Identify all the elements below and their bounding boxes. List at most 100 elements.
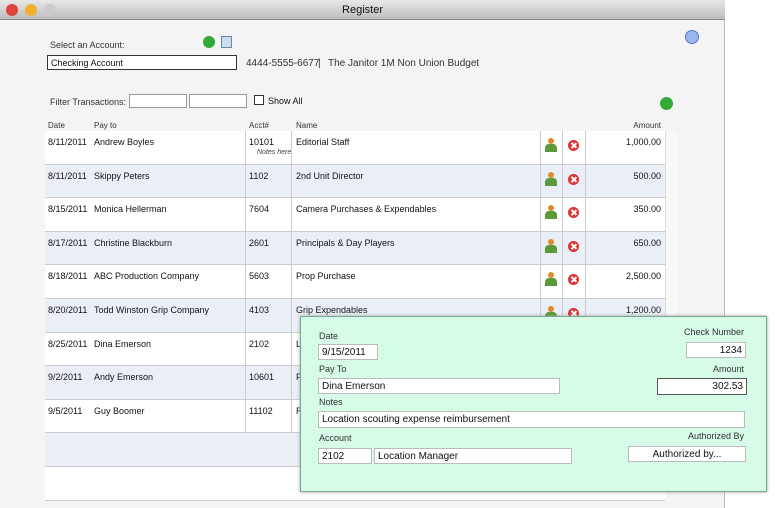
edit-person-icon[interactable] (545, 138, 557, 152)
acct: 10601 (249, 372, 275, 383)
edit-icon[interactable] (221, 36, 232, 48)
amount: 500.00 (633, 170, 661, 181)
cell-divider (585, 231, 586, 265)
amount: 350.00 (633, 204, 661, 215)
popup-account-name[interactable]: Location Manager (374, 448, 572, 464)
cell-divider (245, 131, 246, 164)
account-separator: | (318, 58, 321, 69)
icon-head (548, 171, 554, 178)
popup-date[interactable]: 9/15/2011 (318, 344, 378, 360)
column-header: Pay to (94, 121, 117, 130)
pay-to: Andrew Boyles (94, 137, 155, 147)
popup-notes[interactable]: Location scouting expense reimbursement (318, 411, 745, 428)
popup-pay-to-label: Pay To (319, 364, 347, 374)
popup-authorized-label: Authorized By (687, 431, 744, 441)
icon-body (545, 144, 557, 152)
delete-icon[interactable] (568, 207, 579, 219)
amount: 650.00 (633, 237, 661, 248)
name: Camera Purchases & Expendables (296, 204, 437, 215)
date: 8/11/2011 (48, 137, 87, 147)
acct: 5603 (249, 271, 270, 282)
cell-divider (585, 299, 586, 332)
date: 8/20/2011 (48, 305, 88, 315)
account-budget: The Janitor 1M Non Union Budget (328, 58, 480, 69)
close-button[interactable] (6, 4, 18, 16)
icon-head (548, 205, 554, 212)
minimize-button[interactable] (25, 4, 37, 16)
popup-amount[interactable]: 302.53 (657, 378, 747, 395)
info-icon[interactable] (685, 30, 699, 44)
edit-person-icon[interactable] (545, 171, 557, 186)
cell-divider (245, 366, 246, 399)
pay-to: ABC Production Company (94, 271, 200, 282)
filter-label: Filter Transactions: (50, 97, 127, 107)
name: L (296, 338, 302, 349)
date: 9/5/2011 (48, 405, 83, 416)
cell-divider (291, 198, 292, 231)
column-header: Name (296, 121, 318, 130)
cell-divider (245, 399, 246, 433)
column-header: Date (48, 121, 65, 130)
delete-icon[interactable] (568, 240, 579, 252)
show-all-checkbox[interactable] (254, 95, 264, 105)
cell-divider (291, 265, 292, 298)
icon-head (548, 138, 554, 144)
amount: 1,000.00 (625, 137, 661, 147)
pay-to: Dina Emerson (94, 338, 152, 349)
cell-divider (245, 265, 246, 298)
date: 8/25/2011 (48, 338, 88, 349)
add-transaction[interactable] (660, 97, 673, 110)
table-row[interactable]: 8/11/2011 Andrew Boyles 10101 Notes here Edi… (45, 131, 665, 165)
cell-divider (540, 198, 541, 231)
filter-field-2[interactable] (189, 94, 247, 108)
cell-divider (245, 231, 246, 265)
delete-icon[interactable] (568, 140, 579, 151)
cell-divider (291, 164, 292, 198)
popup-check[interactable]: 1234 (686, 342, 746, 358)
name: Grip Expendables (296, 305, 368, 315)
popup-date-label: Date (319, 331, 339, 341)
title-bar: Register (0, 0, 725, 20)
amount: 2,500.00 (625, 271, 661, 282)
filter-field-1[interactable] (129, 94, 187, 108)
popup-notes-label: Notes (319, 397, 343, 407)
cell-divider (540, 131, 541, 164)
cell-divider (291, 299, 292, 332)
delete-icon[interactable] (568, 308, 579, 319)
cell-divider (540, 231, 541, 265)
cell-divider (291, 231, 292, 265)
popup-pay-to[interactable]: Dina Emerson (318, 378, 560, 394)
popup-authorized[interactable]: Authorized by... (628, 446, 746, 462)
acct: 11102 (249, 405, 273, 416)
name: R (296, 406, 303, 416)
edit-person-icon[interactable] (545, 238, 557, 253)
acct: 2601 (249, 237, 270, 248)
popup-check-label: Check Number (683, 327, 744, 337)
popup: Date 9/15/2011 Check Number 1234 Pay To … (300, 316, 767, 492)
popup-account-number[interactable]: 2102 (318, 448, 372, 464)
cell-divider (562, 299, 563, 332)
table-row[interactable]: 8/11/2011 Skippy Peters 1102 2nd Unit Direc… (45, 164, 665, 199)
delete-icon[interactable] (568, 274, 579, 286)
cell-divider (562, 265, 563, 298)
account-number: 4444-5555-6677 (246, 58, 320, 69)
account-field[interactable]: Checking Account (47, 55, 237, 70)
show-all-label: Show All (268, 96, 303, 106)
add-icon[interactable] (203, 36, 215, 48)
table-row[interactable]: 8/15/2011 Monica Hellerman 7604 Camera Purc… (45, 198, 665, 232)
edit-person-icon[interactable] (545, 272, 557, 287)
popup-account-label: Account (319, 433, 352, 443)
cell-divider (585, 164, 586, 198)
zoom-button[interactable] (44, 4, 56, 16)
edit-person-icon[interactable] (545, 205, 557, 220)
cell-divider (562, 164, 563, 198)
table-row[interactable]: 8/17/2011 Christine Blackburn 2601 Principa… (45, 231, 665, 266)
column-header: Amount (633, 121, 661, 130)
name: Editorial Staff (296, 137, 350, 147)
delete-icon[interactable] (568, 173, 579, 185)
cell-divider (562, 131, 563, 164)
table-row[interactable]: 8/18/2011 ABC Production Company 5603 Prop … (45, 265, 665, 299)
acct: 7604 (249, 204, 270, 215)
name: Principals & Day Players (296, 237, 395, 248)
